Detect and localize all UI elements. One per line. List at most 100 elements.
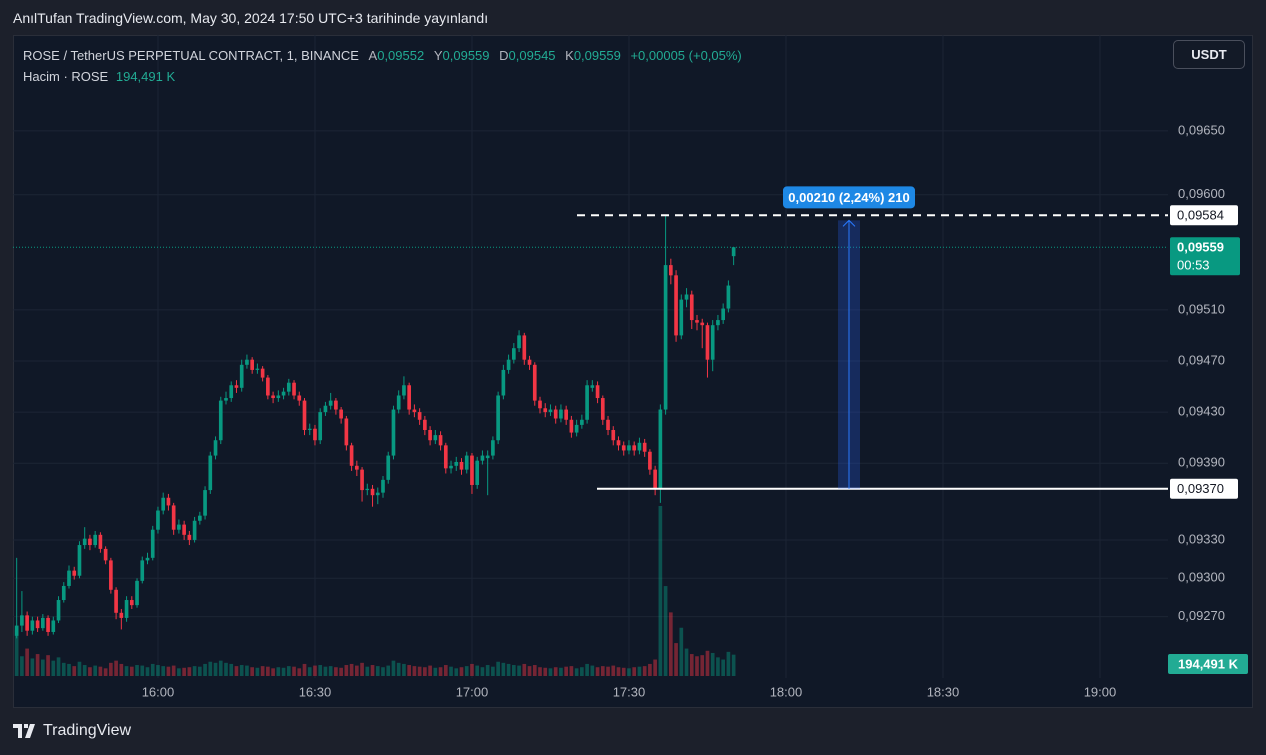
volume-bar (344, 665, 349, 676)
volume-bar (412, 666, 417, 676)
candle-body (20, 615, 24, 626)
volume-bar (433, 667, 438, 676)
volume-bar (485, 665, 490, 676)
candle-body (339, 409, 343, 419)
countdown: 00:53 (1177, 258, 1210, 273)
candle-body (700, 322, 705, 326)
candle-body (150, 529, 155, 558)
candle-body (590, 385, 595, 388)
candle-body (82, 538, 87, 546)
volume-bar (250, 667, 254, 676)
currency-button[interactable]: USDT (1173, 40, 1245, 69)
candle-body (344, 418, 349, 446)
candle-body (51, 620, 56, 632)
volume-bar (475, 665, 480, 676)
measure-label-box (783, 186, 915, 209)
volume-bar (459, 667, 464, 676)
volume-bar (365, 666, 370, 676)
volume-bar (726, 651, 731, 676)
candle-body (177, 524, 181, 530)
candle-body (574, 424, 579, 433)
volume-bar (621, 667, 626, 676)
price-line-label-box (1170, 205, 1238, 226)
volume-bar (187, 667, 192, 676)
volume-bar (328, 666, 333, 676)
volume-bar (653, 659, 657, 676)
volume-bar (98, 666, 103, 676)
candle-body (428, 430, 432, 441)
candle-body (443, 445, 448, 469)
y-tick-label: 0,09270 (1178, 608, 1225, 623)
candle-body (721, 308, 725, 321)
volume-bar (391, 660, 396, 676)
y-tick-label: 0,09510 (1178, 301, 1225, 316)
last-price-label: 0,09559 (1177, 240, 1224, 255)
volume-bar (119, 663, 124, 676)
candle-body (286, 382, 291, 392)
candle-body (731, 247, 736, 257)
legend-row: Hacim · ROSE 194,491 K (23, 66, 742, 87)
volume-bar (648, 663, 652, 676)
volume-bar (349, 663, 354, 676)
brand-mark (13, 724, 35, 738)
volume-bar (548, 668, 553, 676)
volume-bar (606, 666, 610, 676)
volume-bar (381, 667, 385, 676)
volume-bar (627, 668, 631, 676)
volume-bar (208, 661, 213, 676)
candle-body (705, 325, 710, 360)
volume-bar (423, 667, 427, 676)
volume-bar (700, 655, 705, 676)
candle-body (616, 440, 621, 446)
candle-body (276, 395, 281, 399)
candle-body (658, 409, 663, 489)
candle-body (135, 580, 139, 606)
candle-body (318, 412, 323, 441)
candle-body (61, 585, 66, 601)
x-tick-label: 18:00 (770, 684, 803, 699)
candle-body (674, 275, 678, 336)
chart: 0,09650 0,09600 0,09510 0,09470 0,09430 0,093… (13, 35, 1253, 708)
candle-body (197, 515, 202, 521)
candle-body (648, 451, 652, 470)
candle-body (114, 589, 118, 613)
volume-bar (585, 663, 589, 676)
y-tick-label: 0,09600 (1178, 186, 1225, 201)
volume-bar (501, 662, 506, 676)
volume-bar (574, 668, 579, 676)
volume-bar (428, 665, 432, 676)
candle-body (511, 348, 516, 360)
candle-body (271, 395, 275, 399)
volume-bar (40, 659, 45, 676)
candle-body (585, 385, 589, 420)
candle-body (297, 395, 302, 401)
volume-bar (20, 656, 24, 676)
volume-bar (197, 666, 202, 676)
candle-body (501, 369, 506, 396)
volume-bar (491, 666, 495, 676)
candle-body (203, 490, 207, 516)
volume-bar (705, 650, 710, 676)
volume-bar (260, 666, 265, 676)
candle-body (632, 445, 637, 451)
candle-body (292, 382, 296, 396)
volume-bar (103, 668, 108, 676)
brand: TradingView (13, 722, 131, 740)
volume-bar (182, 667, 186, 676)
candle-body (569, 419, 574, 433)
volume-bar (684, 648, 689, 676)
volume-bar (302, 663, 307, 676)
volume-bar (354, 665, 359, 676)
candle-body (119, 612, 124, 618)
volume-bar (386, 665, 391, 676)
volume-bar (229, 663, 234, 676)
candle-body (637, 442, 642, 451)
candle-body (187, 534, 192, 540)
volume-bar (161, 666, 166, 676)
candle-body (192, 520, 197, 540)
y-tick-label: 0,09330 (1178, 531, 1225, 546)
volume-bar (595, 667, 600, 676)
candle-body (334, 400, 338, 410)
candle-body (548, 409, 553, 413)
